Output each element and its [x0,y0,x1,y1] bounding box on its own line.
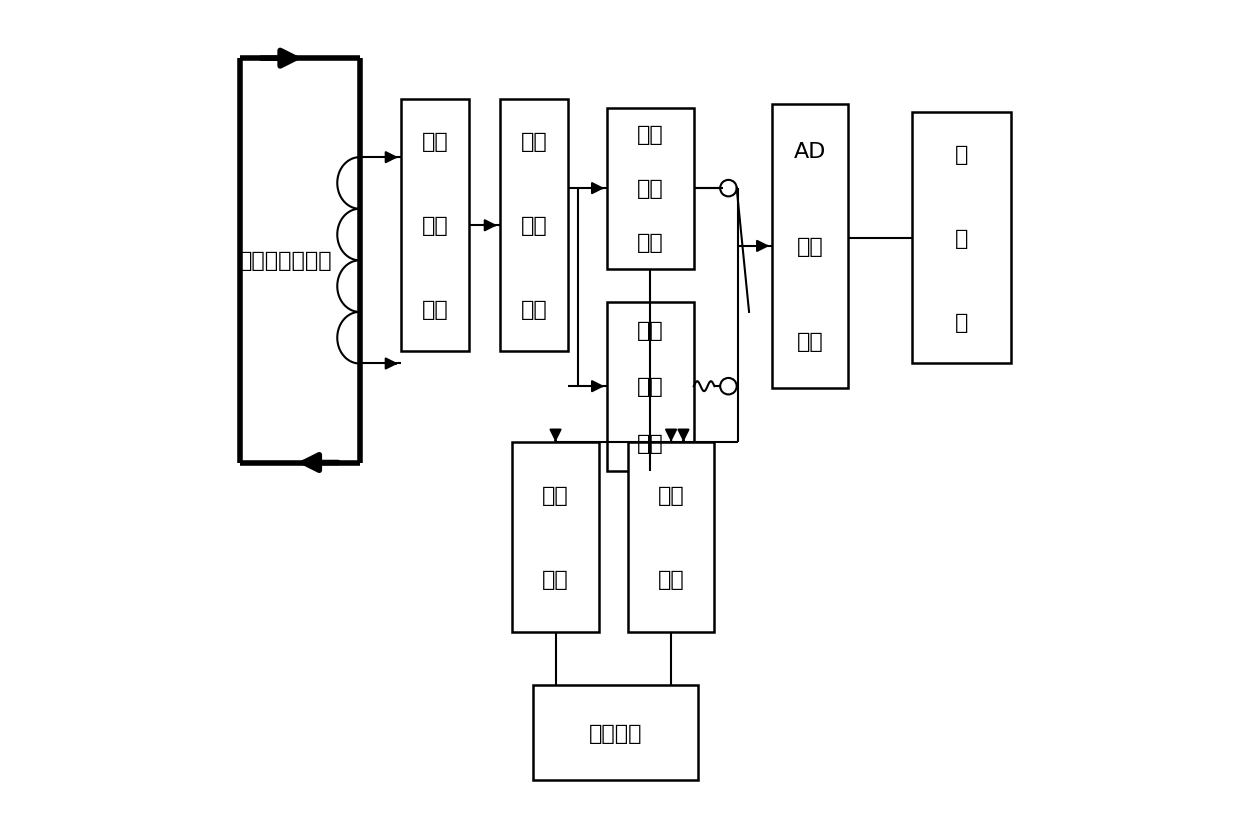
Bar [628,442,715,632]
Text: 分档: 分档 [421,132,449,152]
Text: 电路: 电路 [797,332,824,351]
Bar [772,104,847,389]
Text: 电路: 电路 [520,300,548,320]
Bar [499,100,569,351]
Text: 电流: 电流 [658,485,684,505]
Text: 隔离: 隔离 [520,132,548,152]
Text: 运放: 运放 [520,216,548,236]
Bar [512,442,598,632]
Text: 有源: 有源 [637,126,664,146]
Text: 电路: 电路 [637,232,664,252]
Bar [607,108,694,270]
Text: 信号: 信号 [658,569,684,589]
Text: 计: 计 [955,145,969,165]
Text: 监测装置: 监测装置 [589,723,642,743]
Text: 采集: 采集 [543,485,569,505]
Text: 降压: 降压 [421,216,449,236]
Text: 无源: 无源 [637,320,664,341]
Text: 电路: 电路 [637,433,664,453]
Bar [607,302,694,471]
Text: AD: AD [794,141,826,162]
Text: 积分: 积分 [637,377,664,397]
Text: 机: 机 [955,312,969,332]
Text: 转换: 转换 [797,237,824,256]
Bar [533,686,698,781]
Text: 积分: 积分 [637,179,664,198]
Text: 信号: 信号 [543,569,569,589]
Text: 算: 算 [955,228,969,248]
Bar [912,112,1011,364]
Text: 磁位计电流信号: 磁位计电流信号 [238,251,332,271]
Bar [400,100,470,351]
Text: 电路: 电路 [421,300,449,320]
